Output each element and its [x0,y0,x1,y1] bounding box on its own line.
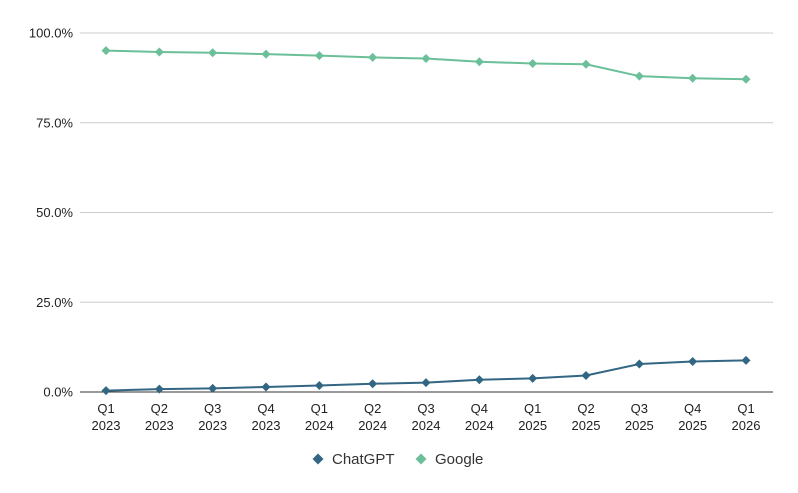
x-tick-label-year: 2024 [358,418,387,433]
data-point-chatgpt [688,356,698,366]
data-point-google [474,57,484,67]
y-tick-label: 100.0% [29,26,74,41]
data-point-google [528,59,538,69]
x-tick-label-quarter: Q1 [97,401,114,416]
data-point-google [208,48,218,58]
x-tick-label-year: 2023 [198,418,227,433]
x-tick-label-quarter: Q3 [631,401,648,416]
series-group [101,46,751,396]
x-tick-label-year: 2023 [252,418,281,433]
x-tick-label-year: 2024 [465,418,494,433]
y-tick-label: 25.0% [36,295,73,310]
x-tick-label-year: 2026 [732,418,761,433]
x-tick-label-quarter: Q4 [257,401,274,416]
x-tick-label-year: 2025 [518,418,547,433]
x-tick-label-quarter: Q3 [417,401,434,416]
data-point-google [154,47,164,57]
y-tick-label: 50.0% [36,205,73,220]
x-tick-label-quarter: Q2 [364,401,381,416]
data-point-google [314,51,324,61]
data-point-google [261,49,271,59]
data-point-chatgpt [634,359,644,369]
x-tick-label-quarter: Q1 [524,401,541,416]
data-point-google [688,73,698,83]
x-tick-label-quarter: Q4 [684,401,701,416]
data-point-chatgpt [261,382,271,392]
data-point-google [634,71,644,81]
data-point-chatgpt [474,375,484,385]
x-tick-label-quarter: Q2 [577,401,594,416]
x-tick-label-year: 2023 [92,418,121,433]
legend-label-google: Google [435,451,483,468]
x-tick-label-quarter: Q2 [151,401,168,416]
gridlines [80,32,773,393]
data-point-chatgpt [581,370,591,380]
x-tick-label-year: 2024 [305,418,334,433]
data-point-google [581,59,591,69]
data-point-google [368,52,378,62]
legend-label-chatgpt: ChatGPT [332,451,395,468]
x-tick-label-quarter: Q1 [311,401,328,416]
data-point-chatgpt [208,383,218,393]
data-point-google [421,53,431,63]
legend-marker-google [415,453,427,465]
data-point-chatgpt [101,386,111,396]
legend-marker-chatgpt [312,453,324,465]
data-point-chatgpt [314,381,324,391]
y-axis-tick-labels: 0.0% 25.0% 50.0% 75.0% 100.0% [29,26,74,400]
data-point-google [101,46,111,56]
legend: ChatGPT Google [312,451,483,468]
x-tick-label-year: 2025 [572,418,601,433]
x-tick-label-quarter: Q3 [204,401,221,416]
data-point-chatgpt [528,373,538,383]
x-tick-label-year: 2023 [145,418,174,433]
x-tick-label-year: 2025 [625,418,654,433]
y-tick-label: 75.0% [36,115,73,130]
data-point-google [741,74,751,84]
data-point-chatgpt [368,379,378,389]
data-point-chatgpt [741,355,751,365]
x-tick-label-quarter: Q4 [471,401,488,416]
data-point-chatgpt [421,378,431,388]
x-tick-label-year: 2025 [678,418,707,433]
data-point-chatgpt [154,384,164,394]
x-axis-tick-labels: Q1 2023 Q2 2023 Q3 2023 Q4 2023 Q1 2024 Q2 2024 Q3 20… [92,401,761,433]
x-tick-label-year: 2024 [412,418,441,433]
x-tick-label-quarter: Q1 [737,401,754,416]
y-tick-label: 0.0% [43,385,73,400]
